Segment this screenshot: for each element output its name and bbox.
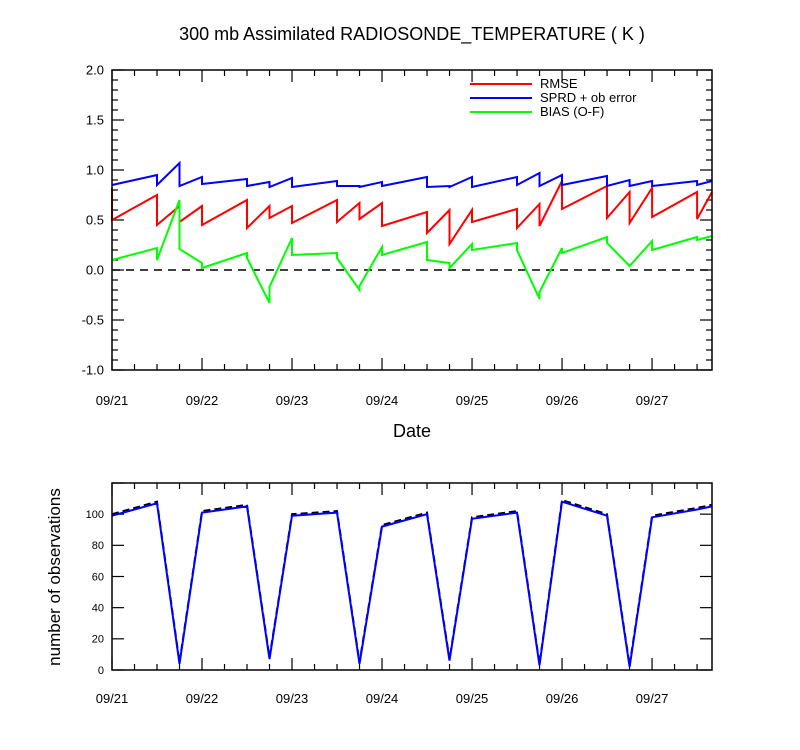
top-x-tick-labels: 09/21 09/22 09/23 09/24 09/25 09/26 09/27 bbox=[96, 393, 669, 408]
top-series-line-sprd-ob-error bbox=[111, 160, 713, 189]
top-plot-frame bbox=[111, 69, 713, 371]
y-tick-label: 80 bbox=[92, 540, 104, 552]
x-tick-label: 09/23 bbox=[276, 393, 309, 408]
y-tick-label: 2.0 bbox=[86, 63, 104, 78]
x-axis-label: Date bbox=[393, 421, 431, 441]
y-tick-label: 1.5 bbox=[86, 113, 104, 128]
x-tick-label: 09/24 bbox=[366, 691, 399, 706]
x-tick-label: 09/25 bbox=[456, 691, 489, 706]
x-tick-label: 09/23 bbox=[276, 691, 309, 706]
y-tick-label: 100 bbox=[86, 509, 104, 521]
legend-label-rmse: RMSE bbox=[540, 76, 578, 91]
bottom-chart-series bbox=[111, 498, 713, 668]
x-tick-label: 09/25 bbox=[456, 393, 489, 408]
y-axis-label-observations: number of observations bbox=[45, 488, 64, 666]
y-tick-label: 0 bbox=[98, 665, 104, 677]
bottom-x-tick-labels: 09/21 09/22 09/23 09/24 09/25 09/26 09/27 bbox=[96, 691, 669, 706]
bottom-series-line-possible bbox=[111, 498, 713, 666]
x-tick-label: 09/27 bbox=[636, 393, 669, 408]
y-tick-label: -0.5 bbox=[82, 313, 104, 328]
x-tick-label: 09/27 bbox=[636, 691, 669, 706]
top-series-line-rmse bbox=[111, 180, 713, 248]
x-tick-label: 09/22 bbox=[186, 393, 219, 408]
top-y-tick-labels: -1.0 -0.5 0.0 0.5 1.0 1.5 2.0 bbox=[82, 63, 104, 378]
x-tick-label: 09/22 bbox=[186, 691, 219, 706]
y-tick-label: 60 bbox=[92, 571, 104, 583]
top-series-line-bias-o-f bbox=[111, 199, 713, 304]
y-tick-label: 40 bbox=[92, 603, 104, 615]
legend-label-sprd: SPRD + ob error bbox=[540, 90, 637, 105]
y-tick-label: 0.5 bbox=[86, 213, 104, 228]
x-tick-label: 09/26 bbox=[546, 691, 579, 706]
bottom-y-tick-labels: 0 20 40 60 80 100 bbox=[86, 509, 104, 677]
top-chart: 300 mb Assimilated RADIOSONDE_TEMPERATUR… bbox=[82, 24, 713, 441]
chart-title: 300 mb Assimilated RADIOSONDE_TEMPERATUR… bbox=[179, 24, 645, 45]
bottom-chart-ticks bbox=[111, 482, 712, 671]
bottom-series-line-used bbox=[111, 500, 713, 668]
x-tick-label: 09/21 bbox=[96, 393, 129, 408]
y-tick-label: 20 bbox=[92, 634, 104, 646]
top-chart-series bbox=[111, 160, 713, 304]
y-tick-label: 0.0 bbox=[86, 263, 104, 278]
bottom-plot-frame bbox=[111, 482, 713, 671]
legend-label-bias: BIAS (O-F) bbox=[540, 104, 604, 119]
x-tick-label: 09/24 bbox=[366, 393, 399, 408]
y-tick-label: 1.0 bbox=[86, 163, 104, 178]
x-tick-label: 09/26 bbox=[546, 393, 579, 408]
legend: RMSE SPRD + ob error BIAS (O-F) bbox=[470, 76, 637, 119]
y-tick-label: -1.0 bbox=[82, 363, 104, 378]
x-tick-label: 09/21 bbox=[96, 691, 129, 706]
